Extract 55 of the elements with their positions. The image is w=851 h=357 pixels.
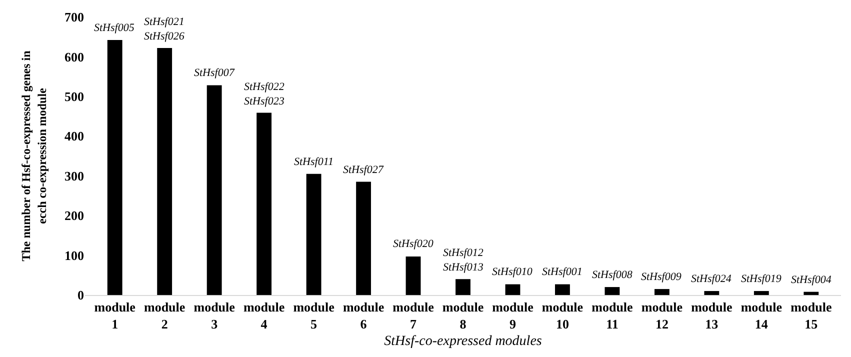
annotation: StHsf004 [791,274,832,286]
annotation: StHsf011 [294,156,334,168]
x-tick-label: module 13 [691,300,732,332]
x-tick-label: module 1 [94,300,136,332]
x-tick-label: module 6 [342,300,384,332]
x-tick-label: module 8 [442,300,484,332]
y-tick-label: 700 [64,10,84,25]
y-tick-label: 100 [64,248,84,263]
y-axis-title: The number of Hsf-co-expressed genes in ecch co-expression module [19,50,49,262]
y-tick-label: 200 [64,208,84,224]
bar [256,112,272,295]
bar [456,279,470,295]
x-tick-label: module 4 [243,300,285,332]
y-tick-label: 500 [64,88,84,104]
bar [654,289,670,295]
x-tick-label: module 2 [144,300,186,332]
x-tick-label: module 15 [790,300,832,332]
annotation: StHsf005 [94,22,135,34]
x-axis-title: StHsf-co-expressed modules [384,334,542,349]
y-tick-label: 0 [78,288,84,303]
x-tick-label: module 5 [293,300,335,332]
annotation: StHsf024 [691,273,732,285]
x-tick-label: module 7 [392,300,434,332]
y-tick-label: 300 [64,168,84,184]
x-tick-label: module 9 [492,300,534,332]
bar [604,287,620,295]
bar [704,291,720,295]
annotation: StHsf022 StHsf023 [244,81,285,108]
bar [505,284,520,295]
bar [356,182,371,295]
bar [157,48,172,295]
y-tick-label: 400 [64,128,84,144]
annotation: StHsf010 [492,266,533,278]
x-tick-label: module 12 [641,300,683,332]
bar [206,85,222,295]
bar [406,256,421,295]
bar [306,174,322,295]
x-tick-label: module 10 [542,300,584,332]
x-tick-label: module 14 [740,300,782,332]
bar [555,284,570,295]
annotation: StHsf019 [741,273,782,285]
annotation: StHsf021 StHsf026 [144,16,185,42]
annotation: StHsf009 [641,271,682,283]
annotation: StHsf008 [592,269,633,281]
bar [754,291,769,295]
annotation: StHsf027 [343,164,384,176]
annotation: StHsf007 [194,67,235,79]
bar [107,40,122,295]
x-tick-label: module 3 [194,300,236,332]
annotation: StHsf012 StHsf013 [443,247,484,274]
x-tick-label: module 11 [592,300,634,332]
annotation: StHsf020 [393,238,434,250]
y-tick-label: 600 [64,49,84,64]
bar [804,292,819,295]
annotation: StHsf001 [542,266,582,278]
